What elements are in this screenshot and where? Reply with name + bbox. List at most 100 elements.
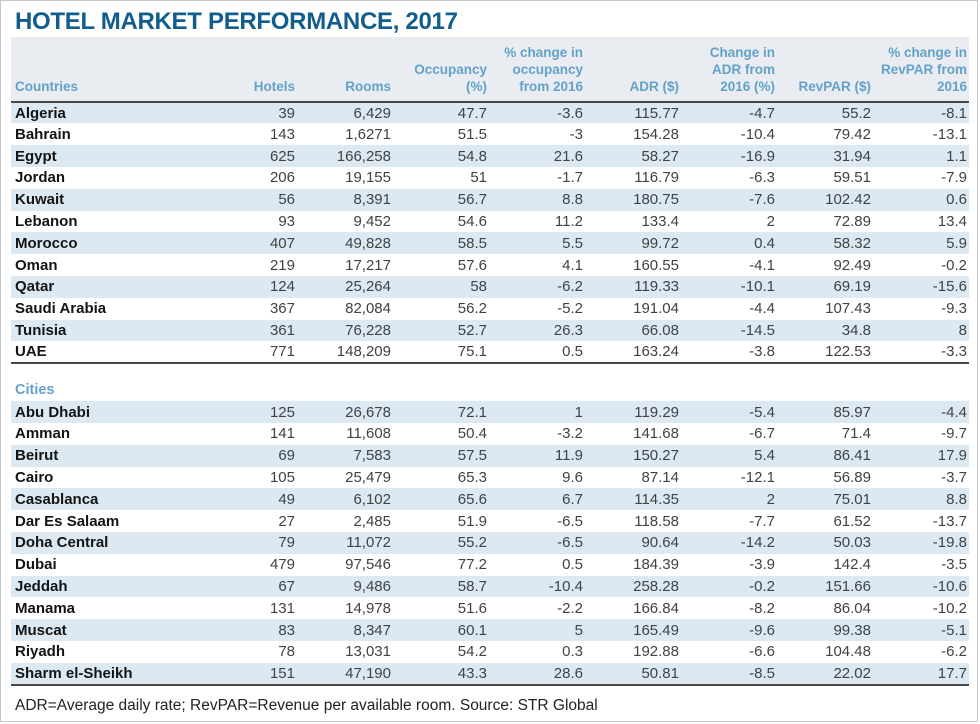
table-cell: 79 bbox=[278, 534, 295, 552]
table-cell: 8 bbox=[958, 321, 967, 339]
table-cell: 59.51 bbox=[833, 169, 871, 187]
table-cell: -5.4 bbox=[749, 403, 775, 421]
table-row: Casablanca 49 6,102 65.6 6.7 114.35 2 75.01 8.8 bbox=[11, 488, 969, 511]
table-cell: 93 bbox=[278, 213, 295, 230]
table-cell: 54.6 bbox=[457, 213, 487, 230]
row-label: Qatar bbox=[15, 278, 55, 296]
table-cell: 180.75 bbox=[633, 191, 679, 209]
table-cell: 118.58 bbox=[634, 512, 679, 530]
table-cell: -4.1 bbox=[749, 256, 775, 274]
table-cell: 55.2 bbox=[841, 104, 871, 122]
table-row: Saudi Arabia 367 82,084 56.2 -5.2 191.04 -4.4 1… bbox=[11, 297, 969, 320]
table-cell: 104.48 bbox=[825, 643, 871, 661]
column-header: Occupancy (%) bbox=[393, 37, 489, 102]
page-title: HOTEL MARKET PERFORMANCE, 2017 bbox=[15, 8, 458, 35]
row-label: Jeddah bbox=[15, 577, 68, 595]
table-row: Dar Es Salaam 27 2,485 51.9 -6.5 118.58 -7.7 61… bbox=[11, 510, 969, 532]
table-cell: 34.8 bbox=[841, 321, 871, 339]
row-label: Bahrain bbox=[15, 125, 71, 143]
table-cell: 8.8 bbox=[562, 191, 583, 209]
table-cell: 13,031 bbox=[345, 643, 391, 661]
row-label: Amman bbox=[15, 425, 71, 443]
table-cell: 17.7 bbox=[937, 664, 967, 682]
table-cell: 11,072 bbox=[346, 534, 391, 552]
table-cell: 82,084 bbox=[345, 300, 391, 318]
table-cell: 148,209 bbox=[336, 343, 391, 361]
table-cell: 141.68 bbox=[633, 425, 679, 443]
table-cell: 49 bbox=[278, 490, 295, 508]
table-row: Tunisia 361 76,228 52.7 26.3 66.08 -14.5 34.8 8 bbox=[11, 319, 969, 342]
table-cell: 154.28 bbox=[633, 125, 679, 143]
table-cell: 92.49 bbox=[833, 256, 871, 274]
table-cell: 49,828 bbox=[345, 234, 391, 252]
table-cell: 69 bbox=[278, 447, 295, 465]
table-cell: 90.64 bbox=[641, 534, 679, 552]
table-cell: 47.7 bbox=[457, 104, 487, 122]
table-cell: 17,217 bbox=[345, 256, 391, 274]
table-cell: 5 bbox=[574, 621, 583, 639]
table-cell: -3 bbox=[569, 125, 583, 143]
table-cell: 2 bbox=[766, 213, 775, 230]
table-cell: 124 bbox=[269, 278, 295, 296]
row-label: UAE bbox=[15, 343, 47, 361]
table-cell: 71.4 bbox=[841, 425, 871, 443]
table-cell: -3.7 bbox=[941, 468, 967, 486]
table-cell: 191.04 bbox=[633, 300, 679, 318]
table-row: Dubai 479 97,546 77.2 0.5 184.39 -3.9 142.4 -3.5 bbox=[11, 553, 969, 576]
table-cell: 17.9 bbox=[937, 447, 967, 465]
table-cell: -3.5 bbox=[941, 556, 967, 574]
table-cell: 99.72 bbox=[641, 234, 679, 252]
row-label: Dubai bbox=[15, 556, 57, 574]
table-row: Amman 141 11,608 50.4 -3.2 141.68 -6.7 71.4 -9.7 bbox=[11, 422, 969, 445]
table-cell: 83 bbox=[278, 621, 295, 639]
table-cell: 65.6 bbox=[457, 490, 487, 508]
table-cell: 87.14 bbox=[641, 468, 679, 486]
table-cell: 0.6 bbox=[946, 191, 967, 209]
table-cell: 61.52 bbox=[833, 512, 871, 530]
table-cell: 55.2 bbox=[457, 534, 487, 552]
table-cell: -6.6 bbox=[749, 643, 775, 661]
table-cell: 78 bbox=[278, 643, 295, 661]
table-cell: -2.2 bbox=[557, 599, 583, 617]
column-header: Countries bbox=[11, 37, 201, 102]
table-cell: 66.08 bbox=[641, 321, 679, 339]
table-cell: 22.02 bbox=[833, 664, 871, 682]
row-label: Doha Central bbox=[15, 534, 109, 552]
table-cell: 58.32 bbox=[833, 234, 871, 252]
table-row: Abu Dhabi 125 26,678 72.1 1 119.29 -5.4 85.97 -4… bbox=[11, 401, 969, 423]
table-cell: -1.7 bbox=[557, 169, 583, 187]
table-cell: 57.5 bbox=[457, 447, 487, 465]
table-cell: -3.9 bbox=[749, 556, 775, 574]
table-cell: 219 bbox=[269, 256, 295, 274]
table-cell: 25,479 bbox=[345, 468, 391, 486]
table-cell: -16.9 bbox=[740, 147, 775, 165]
table-cell: -5.2 bbox=[557, 300, 583, 318]
table-cell: -0.2 bbox=[941, 256, 967, 274]
table-cell: -7.9 bbox=[941, 169, 967, 187]
table-cell: -10.1 bbox=[740, 278, 775, 296]
table-cell: -5.1 bbox=[941, 621, 967, 639]
table-cell: -4.4 bbox=[749, 300, 775, 318]
table-cell: 0.4 bbox=[754, 234, 775, 252]
table-cell: 54.2 bbox=[457, 643, 487, 661]
table-cell: 11.9 bbox=[554, 447, 583, 465]
table-cell: 115.77 bbox=[634, 104, 679, 122]
row-label: Oman bbox=[15, 256, 58, 274]
table-cell: 43.3 bbox=[457, 664, 487, 682]
table-row: UAE 771 148,209 75.1 0.5 163.24 -3.8 122.53 -3.3 bbox=[11, 341, 969, 364]
table-cell: 5.9 bbox=[946, 234, 967, 252]
table-cell: 192.88 bbox=[633, 643, 679, 661]
table-cell: -10.4 bbox=[548, 577, 583, 595]
table-row: Kuwait 56 8,391 56.7 8.8 180.75 -7.6 102.42 0.6 bbox=[11, 188, 969, 211]
table-cell: -19.8 bbox=[932, 534, 967, 552]
table-cell: 65.3 bbox=[457, 468, 487, 486]
table-cell: 0.5 bbox=[562, 343, 583, 361]
table-row: Qatar 124 25,264 58 -6.2 119.33 -10.1 69.19 -15.… bbox=[11, 276, 969, 298]
table-cell: 58.7 bbox=[457, 577, 487, 595]
table-row: Riyadh 78 13,031 54.2 0.3 192.88 -6.6 104.48 -6.… bbox=[11, 640, 969, 663]
row-label: Egypt bbox=[15, 147, 57, 165]
column-header: % change in RevPAR from 2016 bbox=[873, 37, 969, 102]
table-cell: 56.2 bbox=[457, 300, 487, 318]
table-cell: -10.6 bbox=[932, 577, 967, 595]
table-cell: 60.1 bbox=[457, 621, 487, 639]
